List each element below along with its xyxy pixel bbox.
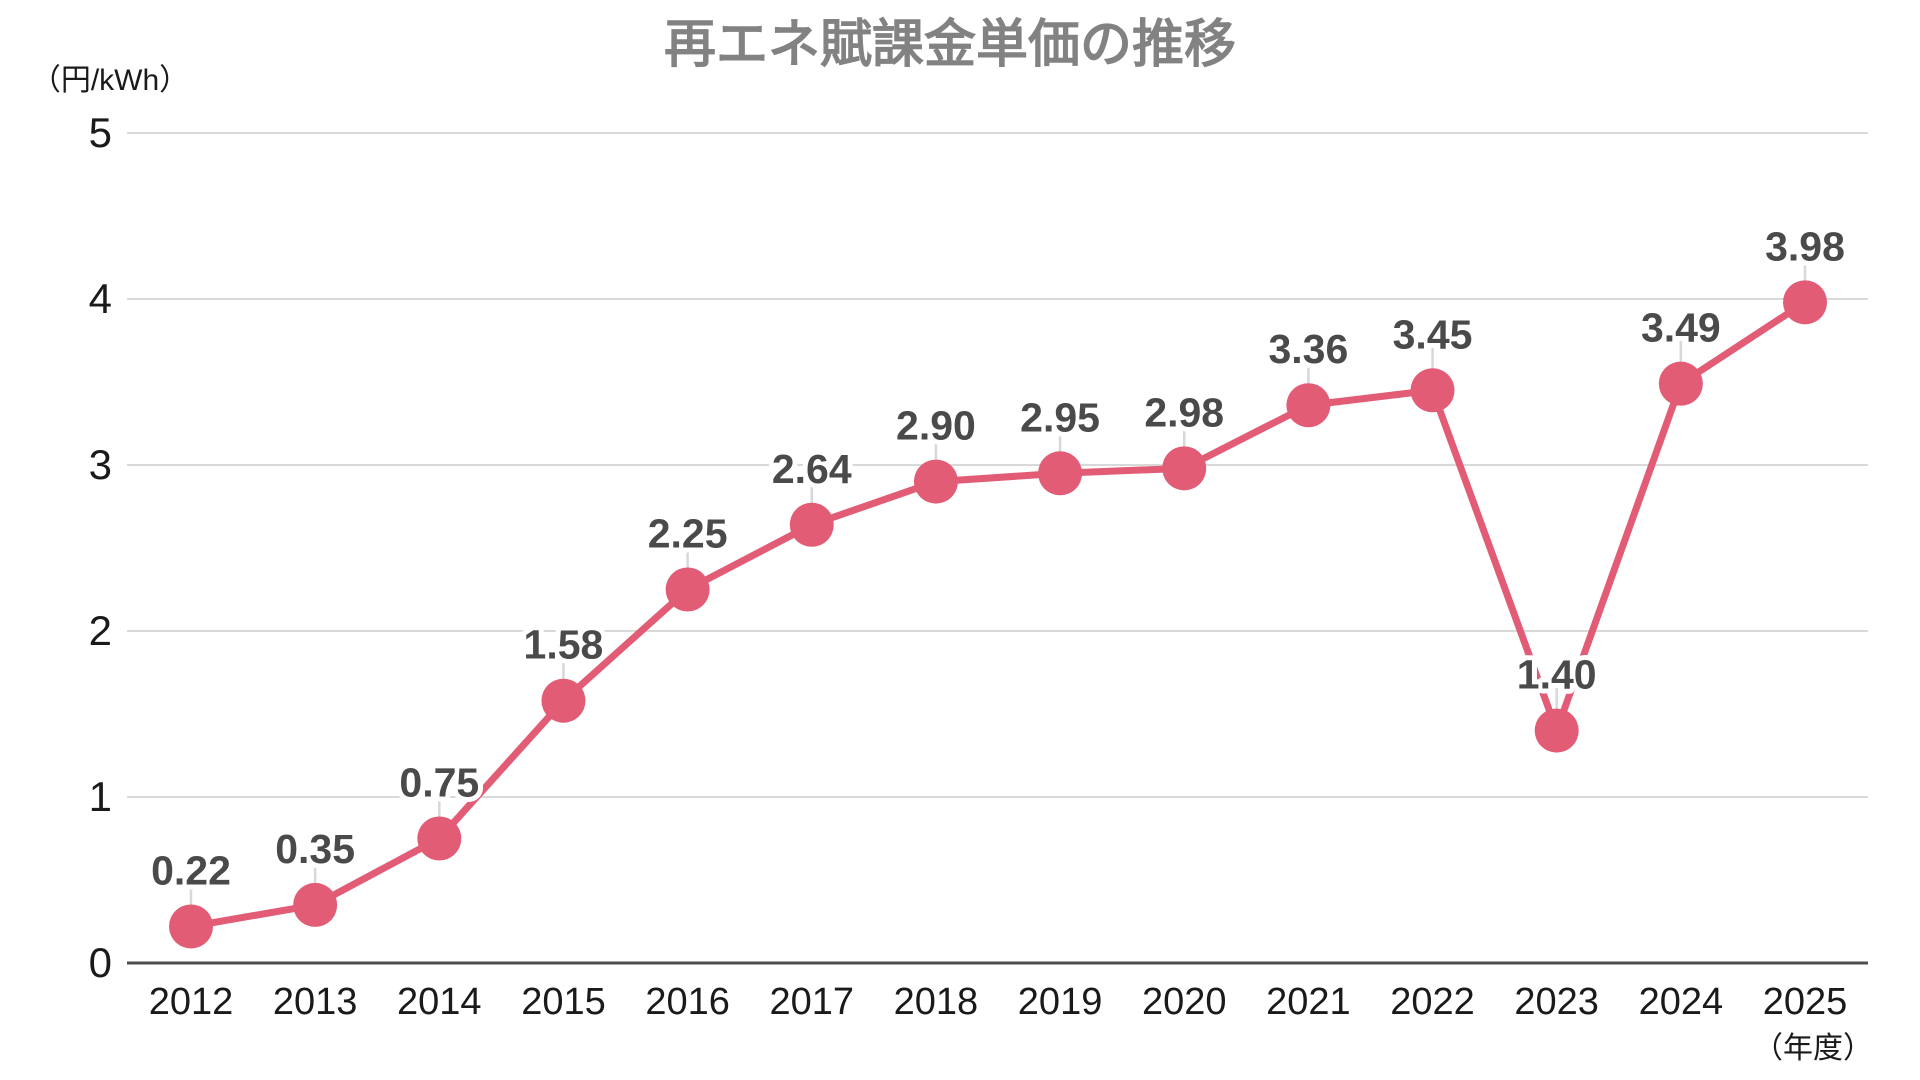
value-label: 3.45 xyxy=(1393,311,1473,357)
x-tick-label: 2025 xyxy=(1763,981,1848,1023)
gridlines-layer xyxy=(127,132,1868,965)
data-point xyxy=(1534,708,1579,753)
data-point xyxy=(417,816,462,861)
value-label: 0.22 xyxy=(151,847,231,893)
x-tick-label: 2022 xyxy=(1390,981,1475,1023)
value-label: 2.64 xyxy=(772,446,852,492)
x-tick-label: 2023 xyxy=(1514,981,1599,1023)
x-axis-unit-label: （年度） xyxy=(1753,1032,1873,1065)
x-tick-label: 2021 xyxy=(1266,981,1351,1023)
value-label: 2.90 xyxy=(896,403,976,449)
value-label: 2.98 xyxy=(1144,389,1224,435)
data-point xyxy=(1783,280,1827,325)
x-tick-label: 2014 xyxy=(397,981,482,1023)
value-label: 2.95 xyxy=(1020,394,1100,440)
y-axis-unit-label: （円/kWh） xyxy=(31,64,189,97)
value-label: 0.35 xyxy=(275,826,355,872)
x-tick-label: 2024 xyxy=(1639,981,1724,1023)
value-labels-layer: 0.22 0.35 0.75 1.58 2.25 2.64 2.90 2.95 2.98 3.36… xyxy=(146,218,1850,898)
data-point xyxy=(913,459,958,504)
data-point xyxy=(1038,451,1083,496)
y-tick-label: 5 xyxy=(89,109,112,156)
data-point xyxy=(541,678,586,723)
data-point xyxy=(1410,368,1455,413)
x-tick-label: 2018 xyxy=(894,981,979,1023)
data-point xyxy=(293,882,338,927)
data-point xyxy=(169,904,213,949)
y-tick-label: 1 xyxy=(89,773,112,820)
y-tick-label: 0 xyxy=(89,939,112,986)
x-tick-label: 2015 xyxy=(521,981,606,1023)
data-point xyxy=(1162,446,1207,491)
x-tick-label: 2019 xyxy=(1018,981,1103,1023)
y-tick-label: 4 xyxy=(89,275,112,322)
value-label: 2.25 xyxy=(648,511,728,557)
y-tick-label: 3 xyxy=(89,441,112,488)
value-label: 3.49 xyxy=(1641,305,1721,351)
data-series-layer xyxy=(187,298,1809,930)
data-point xyxy=(1286,383,1331,428)
value-label: 1.58 xyxy=(524,622,604,668)
x-tick-label: 2017 xyxy=(769,981,854,1023)
value-label: 1.40 xyxy=(1517,652,1597,698)
y-tick-label: 2 xyxy=(89,607,112,654)
data-point xyxy=(1658,361,1703,406)
data-point xyxy=(665,567,710,612)
value-label: 0.75 xyxy=(399,760,479,806)
axis-ticks-layer: 0 1 2 3 4 5 2012 2013 2014 2015 2016 2017 2018 2019 20… xyxy=(89,109,1848,1023)
data-points-layer xyxy=(169,280,1827,949)
chart-title: 再エネ賦課金単価の推移 xyxy=(664,16,1236,74)
x-tick-label: 2020 xyxy=(1142,981,1227,1023)
x-tick-label: 2012 xyxy=(149,981,234,1023)
value-label: 3.36 xyxy=(1268,326,1348,372)
x-tick-label: 2016 xyxy=(645,981,730,1023)
data-point xyxy=(789,502,834,547)
x-tick-label: 2013 xyxy=(273,981,358,1023)
series-line xyxy=(187,298,1809,930)
value-label: 3.98 xyxy=(1765,223,1845,269)
